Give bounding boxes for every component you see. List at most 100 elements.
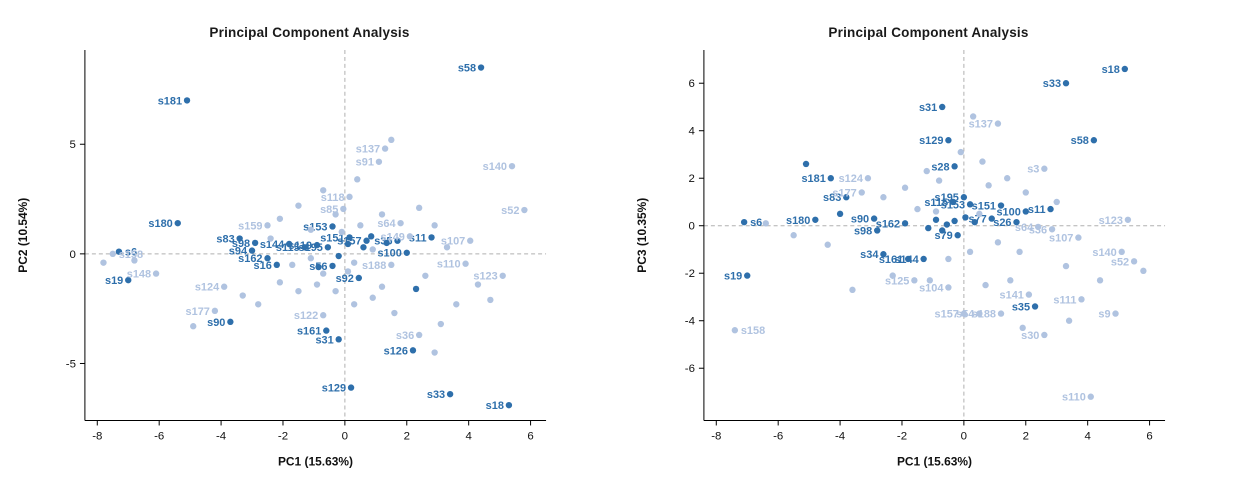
data-point xyxy=(988,215,995,222)
point-label: s16 xyxy=(254,260,272,272)
data-point xyxy=(949,198,957,206)
data-point xyxy=(431,222,438,229)
data-point xyxy=(957,148,964,156)
data-point xyxy=(443,243,451,251)
data-point xyxy=(901,184,909,191)
point-label: s107 xyxy=(1049,232,1073,244)
data-point xyxy=(264,254,271,262)
point-label: s90 xyxy=(207,317,225,329)
data-point xyxy=(375,158,383,165)
point-label: s98 xyxy=(854,225,872,237)
data-point xyxy=(951,163,958,170)
data-point xyxy=(248,247,256,254)
data-point xyxy=(932,216,940,223)
data-point xyxy=(346,234,353,241)
data-point xyxy=(976,310,983,317)
data-point xyxy=(1004,174,1011,182)
point-label: s6 xyxy=(125,246,137,258)
data-point xyxy=(360,243,367,251)
point-label: s6 xyxy=(750,217,762,229)
pca-plot-pc1-pc2: Principal Component Analysis -8 -6 -4 -2 0 2 4… xyxy=(16,24,547,468)
data-point xyxy=(406,232,414,240)
x-tick-label: -2 xyxy=(897,430,907,442)
data-point xyxy=(453,300,460,308)
data-point xyxy=(880,250,887,258)
point-label: s35 xyxy=(1012,301,1030,313)
data-point xyxy=(320,311,327,319)
point-label: s177 xyxy=(832,187,856,199)
x-tick-label: -2 xyxy=(278,430,288,442)
data-point xyxy=(381,145,389,152)
point-label: s98 xyxy=(232,238,250,250)
data-point xyxy=(836,210,844,217)
data-point xyxy=(367,232,375,240)
point-label: s100 xyxy=(996,206,1020,218)
point-label: s188 xyxy=(362,260,386,272)
x-tick-label: 2 xyxy=(1023,430,1029,442)
data-point xyxy=(357,222,364,229)
data-point xyxy=(971,218,978,226)
data-point xyxy=(914,205,921,213)
point-label: s162 xyxy=(238,253,262,265)
point-label: s141 xyxy=(1000,289,1024,301)
y-tick-label: 0 xyxy=(689,221,695,233)
data-point xyxy=(344,240,352,248)
point-label: s129 xyxy=(322,382,346,394)
data-point xyxy=(1065,317,1073,324)
point-label: s161 xyxy=(297,325,321,337)
point-label: s195 xyxy=(299,242,323,254)
point-label: s91 xyxy=(356,157,374,169)
data-point xyxy=(943,221,951,228)
data-point xyxy=(1078,296,1085,303)
data-point xyxy=(849,286,856,293)
y-tick-label: -2 xyxy=(685,268,695,280)
data-point xyxy=(889,272,896,279)
data-point xyxy=(239,292,246,299)
point-label: s124 xyxy=(195,282,220,294)
data-point xyxy=(932,208,940,215)
point-label: s28 xyxy=(931,161,949,173)
plot-title-right: Principal Component Analysis xyxy=(828,24,1029,40)
data-point xyxy=(264,222,271,229)
data-point xyxy=(323,327,330,334)
data-point xyxy=(487,296,494,303)
point-label: s137 xyxy=(356,143,380,155)
data-point xyxy=(276,279,284,286)
data-point xyxy=(320,186,327,194)
data-point xyxy=(255,300,262,308)
point-label: s18 xyxy=(486,400,504,412)
data-point xyxy=(904,255,912,263)
data-point xyxy=(954,231,961,239)
point-label: s33 xyxy=(1043,78,1061,90)
data-point xyxy=(1007,277,1014,284)
data-point xyxy=(403,249,410,256)
data-point xyxy=(474,281,482,288)
data-point xyxy=(344,268,352,275)
data-point xyxy=(346,193,353,200)
y-tick-label: -5 xyxy=(66,358,76,370)
data-point xyxy=(446,390,454,398)
data-point xyxy=(415,331,423,339)
data-point xyxy=(378,283,386,290)
data-point xyxy=(1075,234,1082,241)
data-point xyxy=(363,237,370,244)
x-tick-label: 2 xyxy=(404,430,410,442)
plot-title-left: Principal Component Analysis xyxy=(209,24,410,40)
data-point xyxy=(499,272,506,279)
data-point xyxy=(1034,223,1042,230)
point-label: s19 xyxy=(724,270,742,282)
data-point xyxy=(802,160,810,168)
data-point xyxy=(874,227,881,234)
point-label: s34 xyxy=(860,249,879,261)
data-point xyxy=(740,218,748,226)
point-label: s19 xyxy=(105,275,123,287)
data-point xyxy=(731,326,739,334)
data-point xyxy=(920,255,927,263)
data-point xyxy=(307,226,315,233)
data-point xyxy=(960,310,968,317)
data-point xyxy=(870,215,878,222)
point-label: s151 xyxy=(972,200,996,212)
point-label: s161 xyxy=(879,254,903,266)
data-point xyxy=(962,214,969,221)
